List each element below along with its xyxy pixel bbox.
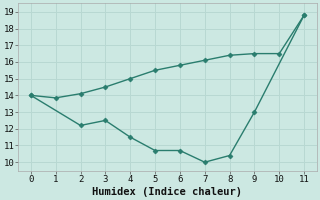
- X-axis label: Humidex (Indice chaleur): Humidex (Indice chaleur): [92, 186, 243, 197]
